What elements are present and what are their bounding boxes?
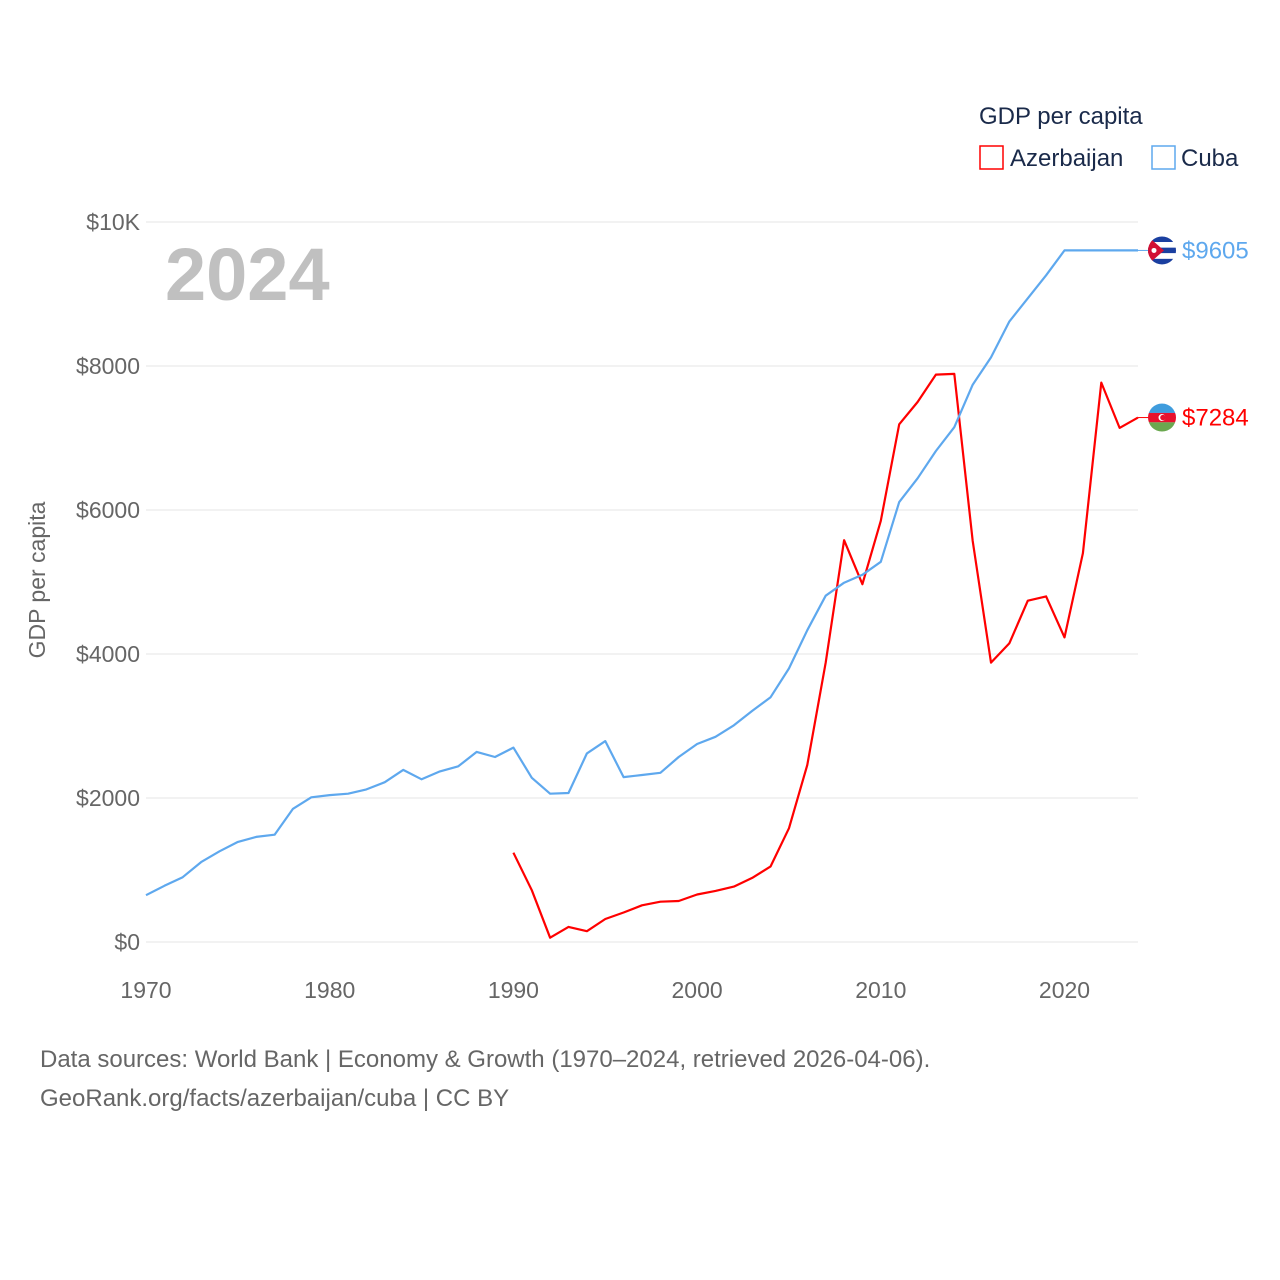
y-axis-label: GDP per capita (24, 501, 50, 658)
x-tick-label: 1970 (120, 977, 171, 1003)
cuba-flag-icon (1148, 236, 1176, 265)
legend-title: GDP per capita (979, 103, 1143, 130)
y-tick-label: $4000 (76, 641, 140, 667)
legend-label-azerbaijan[interactable]: Azerbaijan (1010, 145, 1123, 172)
series-lines (145, 249, 1139, 939)
end-value-cuba: $9605 (1182, 237, 1249, 264)
x-tick-label: 1980 (304, 977, 355, 1003)
series-line-azerbaijan (512, 372, 1139, 939)
x-axis: 1970 1980 1990 2000 2010 2020 (120, 977, 1090, 1003)
y-tick-label: $2000 (76, 785, 140, 811)
y-tick-label: $0 (114, 929, 140, 955)
x-tick-label: 1990 (488, 977, 539, 1003)
x-tick-label: 2000 (672, 977, 723, 1003)
end-value-azerbaijan: $7284 (1182, 405, 1249, 432)
end-labels: $7284 $9605 (1138, 236, 1249, 432)
footer-link[interactable]: GeoRank.org/facts/azerbaijan/cuba | CC B… (40, 1085, 510, 1112)
footer-sources: Data sources: World Bank | Economy & Gro… (40, 1046, 931, 1073)
y-tick-label: $10K (86, 209, 140, 235)
legend: GDP per capita Azerbaijan Cuba (979, 103, 1239, 172)
x-tick-label: 2020 (1039, 977, 1090, 1003)
series-line-cuba (145, 249, 1138, 897)
year-label: 2024 (165, 233, 330, 316)
y-tick-label: $6000 (76, 497, 140, 523)
legend-swatch-cuba (1151, 145, 1176, 170)
y-tick-label: $8000 (76, 353, 140, 379)
x-tick-label: 2010 (855, 977, 906, 1003)
grid (146, 221, 1138, 943)
legend-swatch-azerbaijan (979, 145, 1004, 170)
legend-label-cuba[interactable]: Cuba (1181, 145, 1239, 172)
y-axis: $0 $2000 $4000 $6000 $8000 $10K (76, 209, 141, 955)
azerbaijan-flag-icon (1148, 403, 1176, 432)
